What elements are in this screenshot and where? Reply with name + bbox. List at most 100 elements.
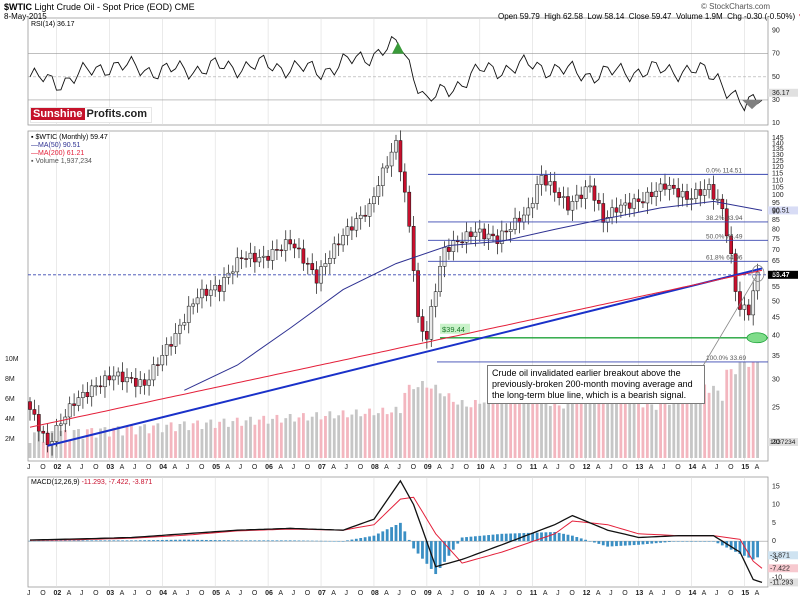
candle-body — [649, 191, 654, 197]
price-x-tick-label: A — [755, 464, 760, 471]
candle-body — [98, 385, 103, 388]
macd-histogram-bar — [116, 540, 120, 542]
macd-x-tick-label: J — [609, 590, 613, 597]
candle-body — [698, 189, 703, 196]
candle-body — [354, 218, 359, 231]
candle-body — [164, 344, 169, 356]
macd-histogram-bar — [399, 522, 402, 542]
candle-body — [707, 184, 711, 190]
rsi-oversold-fill — [742, 99, 762, 110]
support-label-bg — [440, 323, 470, 334]
volume-bar — [81, 438, 85, 458]
candle-body — [641, 201, 645, 204]
macd-x-tick-label: O — [675, 590, 681, 597]
volume-bar — [275, 414, 279, 458]
rsi-tick-label: 10 — [772, 120, 780, 127]
volume-bar — [332, 418, 336, 458]
price-tick-label: 70 — [772, 247, 780, 254]
candle-body — [720, 198, 725, 210]
candle-body — [310, 263, 315, 271]
candle-body — [41, 430, 46, 434]
volume-bar — [676, 393, 680, 458]
candle-body — [464, 231, 469, 243]
volume-bar — [99, 428, 102, 458]
volume-bar — [165, 424, 169, 458]
volume-bar — [650, 404, 654, 458]
macd-histogram-bar — [262, 540, 266, 542]
price-x-tick-label: O — [305, 464, 311, 471]
volume-bar — [116, 426, 120, 458]
price-x-tick-label: A — [437, 464, 442, 471]
volume-bar — [610, 385, 614, 458]
price-x-tick-label: 14 — [688, 464, 696, 471]
macd-x-tick-label: J — [292, 590, 296, 597]
volume-bar — [593, 384, 596, 458]
price-x-tick-label: 15 — [741, 464, 749, 471]
volume-bar — [540, 393, 543, 458]
price-tick-label: 80 — [772, 226, 780, 233]
candle-body — [663, 183, 667, 190]
candle-body — [491, 233, 495, 237]
macd-x-tick-label: A — [702, 590, 707, 597]
price-legend-title: ▪ $WTIC (Monthly) 59.47 — [31, 134, 108, 141]
macd-histogram-bar — [667, 541, 671, 542]
rsi-tick-label: 90 — [772, 28, 780, 35]
macd-histogram-bar — [601, 541, 605, 546]
macd-histogram-bar — [694, 541, 698, 542]
macd-histogram-bar — [231, 540, 235, 542]
volume-bar — [59, 430, 63, 458]
macd-histogram-bar — [747, 541, 751, 558]
macd-histogram-bar — [284, 540, 288, 542]
volume-bar — [544, 400, 548, 458]
macd-histogram-bar — [63, 540, 67, 542]
volume-bar — [615, 391, 618, 458]
volume-bar — [390, 412, 393, 458]
volume-bar — [160, 432, 164, 458]
macd-histogram-bar — [416, 541, 420, 554]
macd-histogram-bar — [526, 532, 530, 542]
macd-x-tick-label: A — [278, 590, 283, 597]
volume-last-badge — [768, 438, 798, 446]
macd-tick-label: 0 — [772, 538, 776, 545]
candle-body — [495, 235, 500, 244]
candle-body — [350, 226, 354, 231]
macd-x-tick-label: O — [464, 590, 470, 597]
candle-body — [552, 181, 557, 193]
price-tick-label: 35 — [772, 353, 780, 360]
volume-legend-text: Volume 1,937,234 — [35, 158, 92, 165]
candle-body — [702, 189, 707, 196]
macd-histogram-bar — [332, 541, 336, 542]
price-x-tick-label: J — [27, 464, 31, 471]
volume-bar — [227, 426, 230, 458]
macd-histogram-bar — [615, 541, 618, 547]
volume-bar — [548, 405, 552, 458]
macd-histogram-bar — [350, 539, 354, 542]
last-close-label: 59.47 — [772, 272, 790, 279]
macd-histogram-bar — [610, 541, 614, 547]
macd-histogram-bar — [169, 539, 173, 542]
candle-body — [632, 198, 636, 209]
candle-body — [530, 203, 535, 209]
price-x-tick-label: A — [384, 464, 389, 471]
macd-histogram-bar — [310, 540, 314, 542]
ma50-last-badge — [768, 206, 798, 215]
price-legend-text: $WTIC (Monthly) 59.47 — [35, 134, 108, 141]
price-tick-label: 40 — [772, 333, 780, 340]
volume-bar — [28, 443, 32, 458]
volume-bar — [368, 408, 371, 458]
volume-bar — [213, 427, 217, 458]
macd-histogram-bar — [68, 540, 72, 542]
volume-bars — [28, 362, 759, 458]
macd-histogram-bar — [742, 541, 746, 556]
price-x-tick-label: 12 — [583, 464, 591, 471]
volume-bar — [209, 419, 213, 458]
volume-bar — [434, 384, 438, 458]
candle-body — [111, 375, 116, 381]
price-tick-label: 85 — [772, 217, 780, 224]
annotation-target-ellipse — [751, 265, 765, 282]
macd-histogram-bar — [103, 540, 107, 542]
ma200-legend: —MA(200) 61.21 — [31, 150, 84, 157]
macd-histogram-bar — [328, 540, 332, 542]
candle-body — [694, 189, 698, 199]
candle-body — [447, 247, 451, 252]
